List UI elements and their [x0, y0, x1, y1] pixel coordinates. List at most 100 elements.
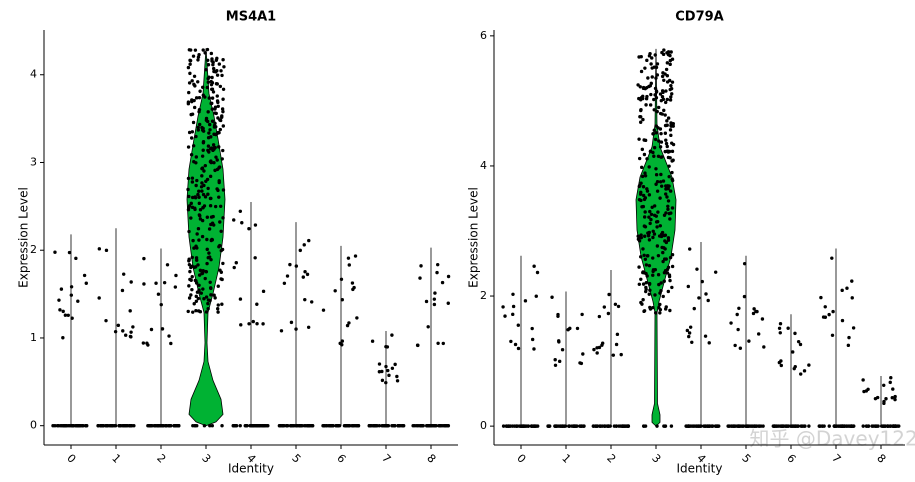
- jitter-point: [129, 330, 133, 334]
- jitter-point: [432, 302, 437, 307]
- jitter-point: [861, 378, 865, 382]
- jitter-point: [760, 317, 765, 321]
- jitter-point: [206, 256, 210, 260]
- jitter-point: [69, 293, 74, 297]
- jitter-point: [205, 237, 209, 242]
- jitter-point: [667, 273, 672, 277]
- jitter-point: [159, 302, 163, 307]
- jitter-point: [201, 126, 205, 131]
- jitter-point: [347, 321, 351, 325]
- jitter-point: [643, 196, 648, 200]
- jitter-point: [206, 298, 211, 302]
- jitter-point: [215, 82, 219, 86]
- jitter-point: [198, 208, 203, 212]
- violin: [186, 48, 226, 427]
- jitter-point: [646, 76, 650, 80]
- jitter-point: [799, 372, 803, 376]
- jitter-point: [205, 177, 210, 182]
- jitter-point: [186, 208, 191, 212]
- jitter-point: [670, 177, 674, 181]
- jitter-point: [823, 305, 827, 309]
- jitter-point: [706, 298, 710, 303]
- jitter-point: [370, 339, 375, 343]
- jitter-point: [198, 309, 203, 314]
- jitter-point: [614, 342, 619, 347]
- jitter-point: [203, 276, 207, 281]
- jitter-point: [205, 215, 210, 219]
- jitter-point: [212, 69, 216, 74]
- jitter-point: [426, 325, 430, 329]
- jitter-point: [661, 259, 665, 264]
- jitter-point: [557, 359, 562, 364]
- jitter-point: [387, 373, 391, 378]
- jitter-point: [196, 192, 200, 197]
- jitter-point: [850, 279, 854, 283]
- jitter-point: [253, 256, 257, 260]
- jitter-point: [220, 157, 224, 161]
- jitter-point: [216, 284, 220, 288]
- jitter-point: [645, 157, 649, 161]
- jitter-point: [665, 144, 669, 149]
- jitter-point: [644, 263, 649, 267]
- jitter-point: [192, 302, 196, 306]
- jitter-point: [210, 107, 215, 111]
- jitter-point: [214, 125, 218, 129]
- jitter-point: [188, 62, 192, 66]
- jitter-point: [530, 326, 534, 331]
- jitter-point: [652, 108, 656, 112]
- jitter-point: [216, 116, 220, 120]
- jitter-point: [643, 66, 647, 70]
- jitter-point: [206, 192, 210, 196]
- jitter-point: [187, 284, 191, 288]
- jitter-point: [200, 85, 205, 90]
- jitter-point: [641, 193, 646, 198]
- jitter-point: [882, 401, 886, 406]
- jitter-point: [662, 424, 666, 428]
- jitter-point: [511, 312, 515, 317]
- jitter-point: [639, 69, 644, 74]
- jitter-point: [190, 180, 195, 184]
- jitter-point: [703, 334, 708, 338]
- jitter-point: [752, 424, 757, 428]
- jitter-point: [194, 279, 198, 283]
- jitter-point: [217, 195, 221, 199]
- jitter-point: [216, 188, 220, 193]
- jitter-point: [503, 314, 507, 318]
- jitter-point: [69, 285, 74, 289]
- jitter-point: [152, 423, 156, 428]
- jitter-point: [197, 52, 201, 57]
- watermark: 知乎 @Davey1220: [750, 427, 915, 451]
- violin: [635, 48, 677, 427]
- x-axis-label: Identity: [228, 462, 274, 476]
- jitter-point: [192, 98, 196, 103]
- y-tick-label: 2: [30, 243, 37, 256]
- jitter-point: [642, 253, 646, 258]
- jitter-point: [257, 423, 261, 428]
- jitter-point: [302, 243, 306, 247]
- jitter-point: [142, 256, 146, 261]
- jitter-point: [658, 196, 662, 200]
- jitter-point: [214, 58, 219, 62]
- jitter-point: [669, 50, 673, 54]
- jitter-point: [416, 343, 420, 348]
- jitter-point: [516, 323, 521, 327]
- jitter-point: [506, 424, 510, 428]
- jitter-point: [729, 321, 733, 325]
- jitter-point: [639, 198, 643, 203]
- jitter-point: [203, 51, 207, 55]
- jitter-point: [526, 424, 530, 428]
- jitter-point: [646, 234, 651, 238]
- jitter-point: [381, 423, 385, 428]
- jitter-point: [660, 245, 664, 250]
- jitter-point: [353, 254, 358, 258]
- jitter-point: [123, 333, 128, 337]
- jitter-point: [194, 299, 199, 303]
- jitter-point: [657, 305, 661, 310]
- jitter-point: [214, 155, 218, 159]
- jitter-point: [220, 247, 225, 252]
- jitter-point: [647, 193, 652, 197]
- y-tick-label: 3: [30, 155, 37, 168]
- jitter-point: [648, 288, 652, 292]
- jitter-point: [638, 85, 642, 89]
- jitter-point: [238, 209, 243, 213]
